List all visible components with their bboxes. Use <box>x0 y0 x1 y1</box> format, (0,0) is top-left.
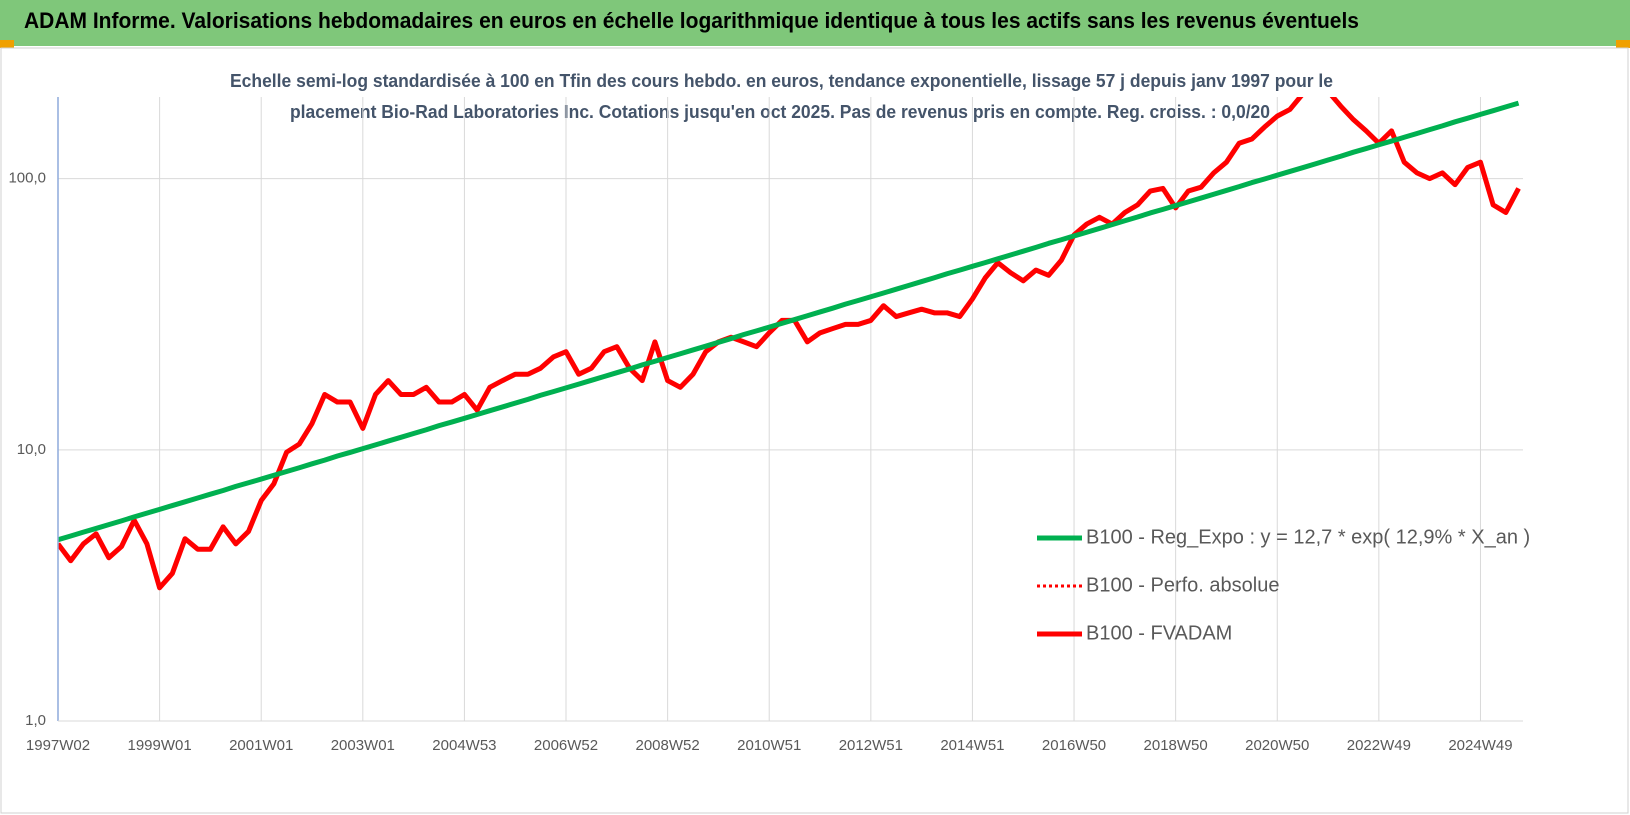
x-tick-label: 2014W51 <box>940 737 1004 754</box>
corner-mark <box>1616 40 1630 48</box>
y-tick-label: 100,0 <box>8 170 46 187</box>
x-tick-label: 2003W01 <box>331 737 395 754</box>
series-line <box>58 100 1520 543</box>
x-tick-label: 2010W51 <box>737 737 801 754</box>
x-tick-label: 2024W49 <box>1448 737 1512 754</box>
x-tick-label: 2016W50 <box>1042 737 1106 754</box>
chart-subtitle: Echelle semi-log standardisée à 100 en T… <box>230 71 1333 91</box>
x-tick-label: 1997W02 <box>26 737 90 754</box>
header-bar <box>0 0 1630 46</box>
x-tick-label: 2006W52 <box>534 737 598 754</box>
plot-area <box>58 97 1521 591</box>
legend: B100 - Reg_Expo : y = 12,7 * exp( 12,9% … <box>1037 526 1530 644</box>
y-tick-label: 1,0 <box>25 712 46 729</box>
chart-title: ADAM Informe. Valorisations hebdomadaire… <box>24 8 1359 33</box>
chart-subtitle: placement Bio-Rad Laboratories Inc. Cota… <box>290 102 1270 122</box>
x-tick-label: 2001W01 <box>229 737 293 754</box>
legend-label: B100 - FVADAM <box>1086 622 1232 644</box>
chart-frame <box>0 47 1629 814</box>
x-tick-label: 2012W51 <box>839 737 903 754</box>
x-tick-label: 2020W50 <box>1245 737 1309 754</box>
y-tick-label: 10,0 <box>17 441 46 458</box>
labels: 1,0 10,0 100,0 1997W02 1999W01 2001W01 2003W01… <box>8 170 1512 754</box>
x-tick-label: 2008W52 <box>636 737 700 754</box>
legend-label: B100 - Reg_Expo : y = 12,7 * exp( 12,9% … <box>1086 526 1530 548</box>
x-tick-label: 1999W01 <box>127 737 191 754</box>
legend-label: B100 - Perfo. absolue <box>1086 574 1279 596</box>
x-tick-label: 2004W53 <box>432 737 496 754</box>
corner-mark <box>0 40 14 48</box>
x-tick-label: 2022W49 <box>1347 737 1411 754</box>
x-tick-label: 2018W50 <box>1144 737 1208 754</box>
